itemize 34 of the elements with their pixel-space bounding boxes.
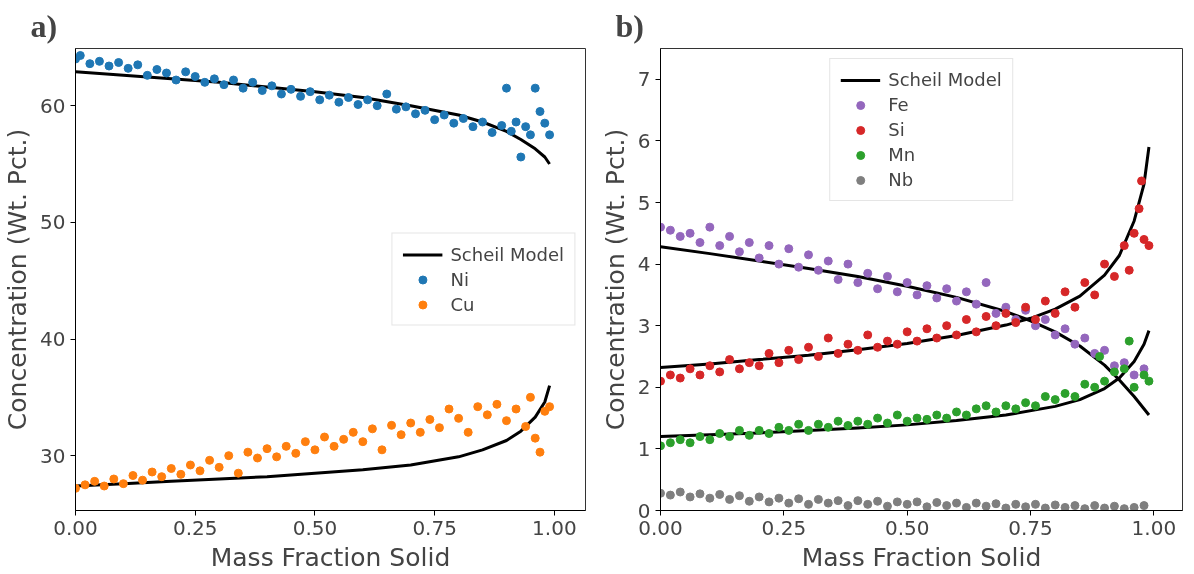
x-tick-label: 0.00 (53, 515, 98, 540)
legend-label: Ni (450, 268, 470, 290)
y-tick-label: 3 (637, 313, 651, 338)
y-tick-label: 2 (637, 375, 651, 400)
legend-label: Mn (888, 144, 916, 165)
legend-label: Si (888, 119, 906, 140)
x-tick-label: 0.50 (884, 515, 930, 540)
chart-title: a) (30, 7, 58, 44)
legend-label: Nb (888, 169, 914, 190)
y-tick-label: 30 (40, 443, 66, 468)
y-tick-label: 60 (40, 93, 66, 118)
x-tick-label: 0.25 (761, 515, 807, 540)
x-tick-label: 0.75 (412, 515, 457, 540)
x-tick-label: 0.50 (292, 515, 338, 540)
legend-label: Scheil Model (450, 243, 564, 265)
y-tick-label: 50 (40, 210, 66, 235)
y-tick-label: 4 (637, 252, 651, 277)
x-tick-label: 1.00 (1131, 515, 1177, 540)
legend-label: Cu (450, 293, 475, 315)
x-axis-title: Mass Fraction Solid (210, 542, 451, 572)
y-axis-title: Concentration (Wt. Pct.) (3, 128, 33, 431)
y-tick-label: 6 (637, 128, 651, 153)
y-tick-label: 1 (637, 436, 651, 461)
y-tick-label: 40 (40, 327, 66, 351)
y-axis-title: Concentration (Wt. Pct.) (600, 128, 630, 431)
x-tick-label: 1.00 (532, 515, 577, 540)
x-axis-title: Mass Fraction Solid (801, 542, 1042, 572)
x-tick-label: 0.25 (172, 515, 218, 540)
legend-label: Scheil Model (888, 69, 1002, 90)
y-tick-label: 7 (637, 67, 651, 92)
legend-label: Fe (888, 94, 909, 115)
chart-title: b) (615, 7, 644, 44)
y-tick-label: 5 (637, 190, 651, 215)
x-tick-label: 0.75 (1008, 515, 1053, 540)
